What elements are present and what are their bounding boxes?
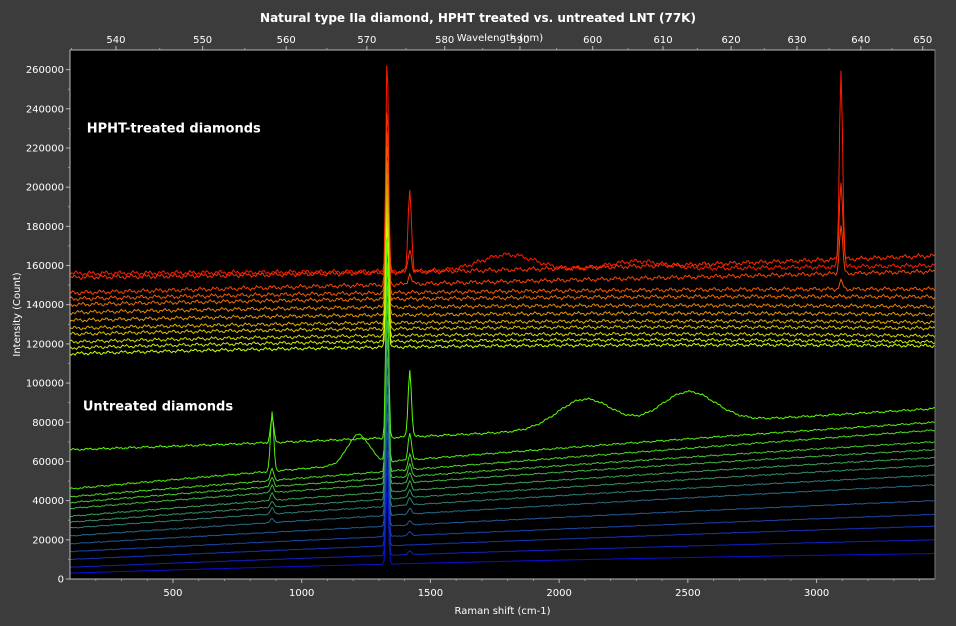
x2-tick-label: 630 — [787, 35, 806, 46]
y-tick-label: 120000 — [26, 339, 64, 350]
y-tick-label: 80000 — [32, 418, 64, 429]
annotation-hpht-treated: HPHT-treated diamonds — [87, 121, 261, 136]
x2-tick-label: 650 — [913, 35, 932, 46]
chart-title: Natural type IIa diamond, HPHT treated v… — [260, 11, 696, 25]
spectrum-line-untreated-7 — [69, 355, 936, 523]
spectrum-line-untreated-12 — [69, 449, 936, 560]
x-tick-label: 3000 — [804, 588, 829, 599]
spectrum-line-hpht-10 — [69, 211, 936, 345]
x2-tick-label: 640 — [851, 35, 870, 46]
spectrum-line-untreated-11 — [69, 431, 935, 553]
spectrum-line-hpht-6 — [69, 171, 936, 316]
x-tick-label: 1500 — [418, 588, 443, 599]
x2-tick-label: 570 — [357, 35, 376, 46]
y-tick-label: 160000 — [26, 261, 64, 272]
spectrum-line-untreated-9 — [69, 393, 936, 537]
x2-tick-label: 610 — [653, 35, 672, 46]
y-tick-label: 220000 — [26, 143, 64, 154]
y-tick-label: 0 — [58, 575, 64, 586]
spectrum-line-untreated-8 — [69, 374, 936, 529]
x-tick-label: 2000 — [546, 588, 571, 599]
spectra-series-layer — [69, 65, 936, 574]
x2-tick-label: 560 — [277, 35, 296, 46]
spectrum-line-untreated-4 — [69, 300, 935, 504]
spectrum-line-untreated-5 — [69, 318, 936, 510]
x-tick-label: 1000 — [289, 588, 314, 599]
x2-tick-label: 590 — [510, 35, 529, 46]
y-tick-label: 260000 — [26, 65, 64, 76]
y-tick-label: 60000 — [32, 457, 64, 468]
spectrum-line-untreated-2 — [69, 261, 936, 490]
spectrum-line-hpht-12 — [69, 228, 936, 356]
spectrum-line-untreated-1 — [69, 239, 936, 451]
spectrum-line-untreated-10 — [69, 412, 935, 545]
spectrum-line-hpht-8 — [69, 192, 936, 331]
x2-tick-label: 600 — [583, 35, 602, 46]
spectrum-line-hpht-9 — [70, 201, 936, 337]
annotation-untreated: Untreated diamonds — [83, 400, 233, 415]
y-tick-label: 40000 — [32, 496, 64, 507]
y-tick-label: 180000 — [26, 222, 64, 233]
spectrum-line-hpht-11 — [69, 220, 936, 350]
spectrum-line-untreated-6 — [69, 337, 936, 518]
spectrum-line-hpht-2 — [69, 112, 936, 281]
y-tick-label: 140000 — [26, 300, 64, 311]
x2-axis-title: Wavelength (nm) — [457, 33, 543, 44]
x-tick-label: 500 — [163, 588, 182, 599]
spectrum-line-hpht-4 — [69, 144, 936, 302]
spectrum-line-hpht-5 — [69, 159, 936, 308]
x-axis-title: Raman shift (cm-1) — [454, 606, 550, 617]
spectrum-line-untreated-13 — [69, 468, 935, 568]
axis-layer: 500 1000 1500 2000 2500 3000 0 20000 40000 60000 8… — [26, 35, 936, 599]
y-tick-label: 240000 — [26, 104, 64, 115]
spectrum-line-untreated-3 — [69, 281, 936, 498]
y-tick-label: 100000 — [26, 379, 64, 390]
spectrum-line-hpht-7 — [69, 182, 936, 323]
x2-tick-label: 540 — [106, 35, 125, 46]
x2-tick-label: 550 — [193, 35, 212, 46]
spectrum-line-hpht-3 — [69, 131, 936, 296]
x2-tick-label: 580 — [435, 35, 454, 46]
y-tick-label: 20000 — [32, 535, 64, 546]
spectrum-line-untreated-14 — [69, 491, 936, 574]
x2-tick-label: 620 — [722, 35, 741, 46]
y-axis-title: Intensity (Count) — [12, 272, 23, 356]
x-tick-label: 2500 — [675, 588, 700, 599]
y-tick-label: 200000 — [26, 183, 64, 194]
